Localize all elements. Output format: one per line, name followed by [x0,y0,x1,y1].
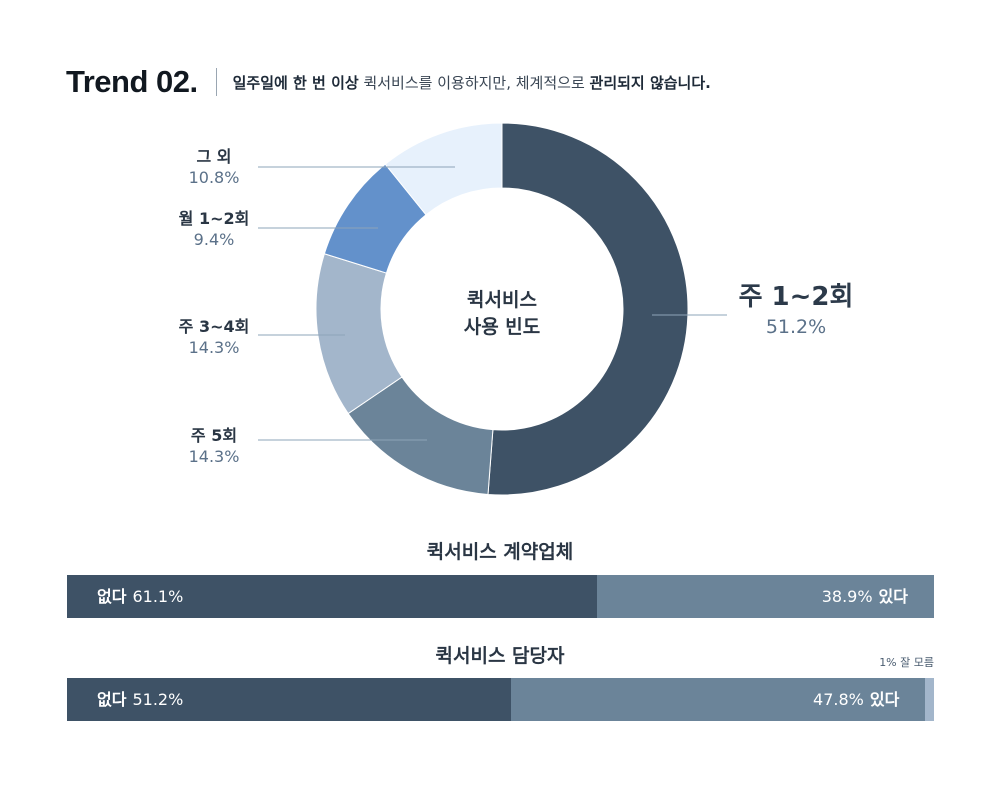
slice-label-name: 월 1~2회 [178,209,250,228]
manager-segment-yes: 47.8% 있다 [510,678,926,721]
manager-segment-unknown [925,678,934,721]
contract-segment-yes-label: 38.9% 있다 [822,575,908,618]
slice-label-name: 주 1~2회 [738,282,854,312]
contract-bar-title: 퀵서비스 계약업체 [426,541,574,563]
segment-label-value: 51.2% [132,690,184,709]
slice-other [384,122,503,216]
slice-label-value: 10.8% [188,168,240,187]
segment-label-value: 61.1% [132,587,184,606]
slice-label-name: 주 3~4회 [178,317,250,336]
slice-label-weekly-5: 주 5회 14.3% [154,425,274,468]
segment-label-name: 없다 [97,587,127,606]
segment-label-name: 없다 [97,690,127,709]
manager-segment-yes-label: 47.8% 있다 [813,678,899,721]
donut-center-label: 퀵서비스 사용 빈도 [432,287,572,341]
contract-bar: 없다 61.1% 38.9% 있다 [67,575,934,618]
subtitle-part: 일주일에 한 번 이상 [232,73,359,92]
slice-label-monthly-1-2: 월 1~2회 9.4% [154,208,274,251]
slice-label-weekly-3-4: 주 3~4회 14.3% [154,316,274,359]
contract-segment-yes: 38.9% 있다 [596,575,934,618]
segment-label-name: 있다 [878,587,908,606]
subtitle-part: 관리되지 않습니다. [589,73,711,92]
slice-weekly-1-2 [487,122,689,496]
segment-label-value: 38.9% [821,587,873,606]
manager-segment-none: 없다 51.2% [67,678,511,721]
segment-label-value: 47.8% [813,690,864,709]
manager-bar: 없다 51.2% 47.8% 있다 [67,678,934,721]
slice-label-weekly-1-2: 주 1~2회 51.2% [716,280,876,340]
slice-label-value: 14.3% [188,338,240,357]
subtitle-part: 퀵서비스를 이용하지만, 체계적으로 [358,73,590,92]
donut-center-line-1: 퀵서비스 [467,289,537,311]
segment-label-name: 있다 [869,690,900,709]
contract-segment-none-label: 없다 61.1% [97,575,183,618]
slice-label-name: 주 5회 [190,426,238,445]
unknown-note: 1% 잘 모름 [879,656,934,669]
header-divider [215,68,217,96]
slice-label-value: 14.3% [188,447,240,466]
donut-center-line-2: 사용 빈도 [463,316,541,338]
slice-label-name: 그 외 [196,147,232,166]
slice-label-value: 51.2% [765,316,827,338]
slice-label-other: 그 외 10.8% [154,146,274,189]
page-subtitle: 일주일에 한 번 이상 퀵서비스를 이용하지만, 체계적으로 관리되지 않습니다… [233,72,711,93]
trend-title: Trend 02. [66,64,198,99]
page-header: Trend 02. 일주일에 한 번 이상 퀵서비스를 이용하지만, 체계적으로… [66,60,711,104]
manager-bar-title: 퀵서비스 담당자 [435,645,565,667]
slice-label-value: 9.4% [193,230,235,249]
manager-segment-none-label: 없다 51.2% [97,678,183,721]
contract-segment-none: 없다 61.1% [67,575,597,618]
